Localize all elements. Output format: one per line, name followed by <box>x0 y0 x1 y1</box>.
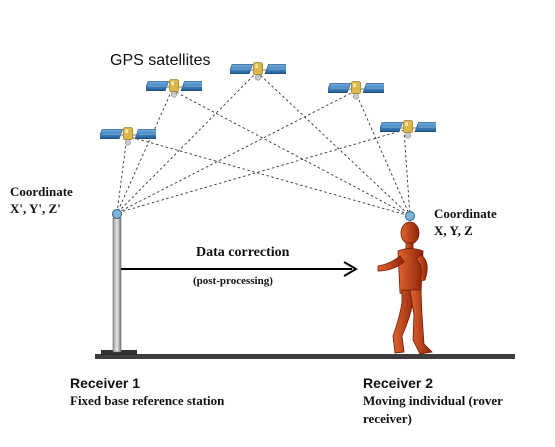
gps-satellites-label: GPS satellites <box>110 52 211 69</box>
rover-coordinate-value: X, Y, Z <box>434 223 473 238</box>
satellite-icon <box>146 78 202 98</box>
signal-line <box>354 90 411 217</box>
signal-line <box>171 89 411 217</box>
signal-line <box>116 89 173 214</box>
satellite-icon <box>328 80 384 100</box>
moving-person-figure <box>377 221 433 355</box>
base-coordinate-label: Coordinate <box>10 184 73 199</box>
base-antenna-icon <box>112 209 122 219</box>
data-correction-arrow <box>121 261 358 277</box>
post-processing-label: (post-processing) <box>193 275 273 287</box>
signal-line <box>116 71 258 214</box>
signal-lines <box>116 71 411 217</box>
rover-antenna-icon <box>405 211 415 221</box>
receiver2-description-line1: Moving individual (rover <box>363 393 503 408</box>
satellite-icon <box>380 119 436 139</box>
receiver2-title: Receiver 2 <box>363 375 434 391</box>
receiver2-description-line2: receiver) <box>363 411 412 426</box>
ground-line <box>95 354 515 359</box>
signal-line <box>116 129 405 214</box>
satellite-icon <box>230 61 286 81</box>
satellite-icon <box>100 126 156 146</box>
data-correction-label: Data correction <box>196 245 290 260</box>
base-station-pole <box>112 217 122 353</box>
receiver1-title: Receiver 1 <box>70 375 141 391</box>
rover-coordinate-label: Coordinate <box>434 206 497 221</box>
receiver1-description: Fixed base reference station <box>70 393 225 408</box>
signal-line <box>403 129 411 217</box>
signal-line <box>256 71 411 217</box>
signal-line <box>116 90 356 214</box>
pole-base <box>101 350 137 355</box>
base-coordinate-value: X', Y', Z' <box>10 201 61 216</box>
signal-line <box>126 135 411 217</box>
